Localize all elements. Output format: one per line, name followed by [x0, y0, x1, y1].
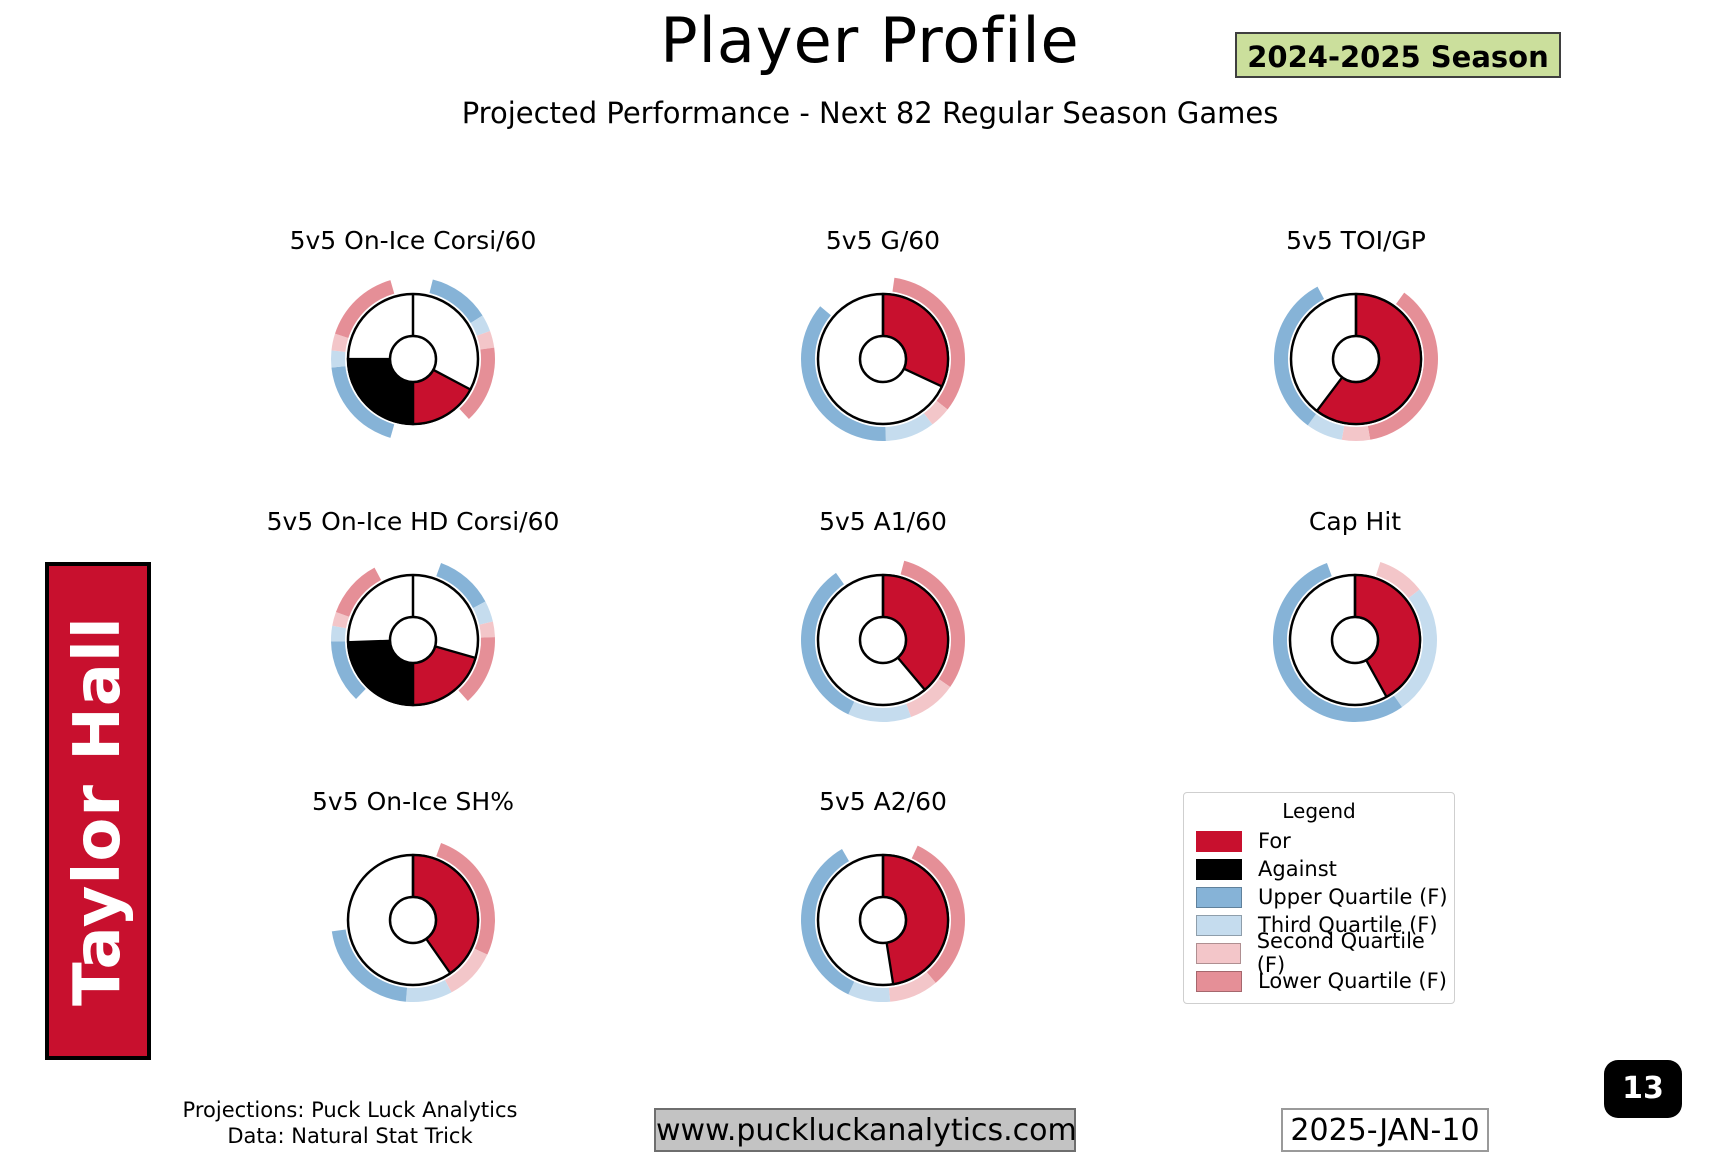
player-name-box: Taylor Hall [45, 562, 151, 1060]
legend-label: For [1258, 829, 1291, 853]
legend-item-lower-quartile: Lower Quartile (F) [1184, 967, 1454, 995]
donut-chart-g60 [788, 264, 978, 454]
season-badge: 2024-2025 Season [1235, 32, 1561, 78]
legend-label: Against [1258, 857, 1337, 881]
report-date: 2025-JAN-10 [1281, 1108, 1489, 1152]
legend-title: Legend [1282, 799, 1356, 823]
legend-label: Third Quartile (F) [1258, 913, 1438, 937]
upper-quartile-swatch [1196, 886, 1242, 908]
legend-label: Lower Quartile (F) [1258, 969, 1447, 993]
page-subtitle: Projected Performance - Next 82 Regular … [461, 96, 1279, 130]
legend-item-upper-quartile: Upper Quartile (F) [1184, 883, 1454, 911]
chart-title-g60: 5v5 G/60 [825, 226, 941, 255]
legend-item-against: Against [1184, 855, 1454, 883]
data-source-credit: Data: Natural Stat Trick [227, 1124, 473, 1148]
chart-title-caphit: Cap Hit [1308, 507, 1402, 536]
legend-item-third-quartile: Third Quartile (F) [1184, 911, 1454, 939]
second-quartile-swatch [1196, 942, 1241, 964]
legend: Legend For Against Upper Quartile (F) Th… [1183, 792, 1455, 1004]
page-number-badge: 13 [1604, 1060, 1682, 1118]
player-name: Taylor Hall [61, 616, 135, 1006]
donut-chart-corsi [318, 264, 508, 454]
legend-item-second-quartile: Second Quartile (F) [1184, 929, 1454, 977]
legend-item-for: For [1184, 827, 1454, 855]
chart-title-sh: 5v5 On-Ice SH% [312, 787, 514, 816]
for-swatch [1196, 830, 1242, 852]
lower-quartile-swatch [1196, 970, 1242, 992]
page-title: Player Profile [660, 4, 1080, 77]
donut-chart-caphit [1260, 545, 1450, 735]
donut-chart-toigp [1261, 264, 1451, 454]
donut-chart-sh [318, 825, 508, 1015]
legend-label: Second Quartile (F) [1256, 929, 1425, 977]
legend-label: Upper Quartile (F) [1258, 885, 1448, 909]
website-link: www.puckluckanalytics.com [654, 1108, 1077, 1152]
donut-chart-a160 [788, 545, 978, 735]
chart-title-toigp: 5v5 TOI/GP [1286, 226, 1426, 255]
donut-chart-hdcorsi [318, 545, 508, 735]
chart-title-a260: 5v5 A2/60 [819, 787, 947, 816]
projections-credit: Projections: Puck Luck Analytics [182, 1098, 518, 1122]
chart-title-hdcorsi: 5v5 On-Ice HD Corsi/60 [266, 507, 560, 536]
chart-title-a160: 5v5 A1/60 [819, 507, 947, 536]
chart-title-corsi: 5v5 On-Ice Corsi/60 [289, 226, 537, 255]
donut-chart-a260 [788, 825, 978, 1015]
against-swatch [1196, 858, 1242, 880]
third-quartile-swatch [1196, 914, 1242, 936]
